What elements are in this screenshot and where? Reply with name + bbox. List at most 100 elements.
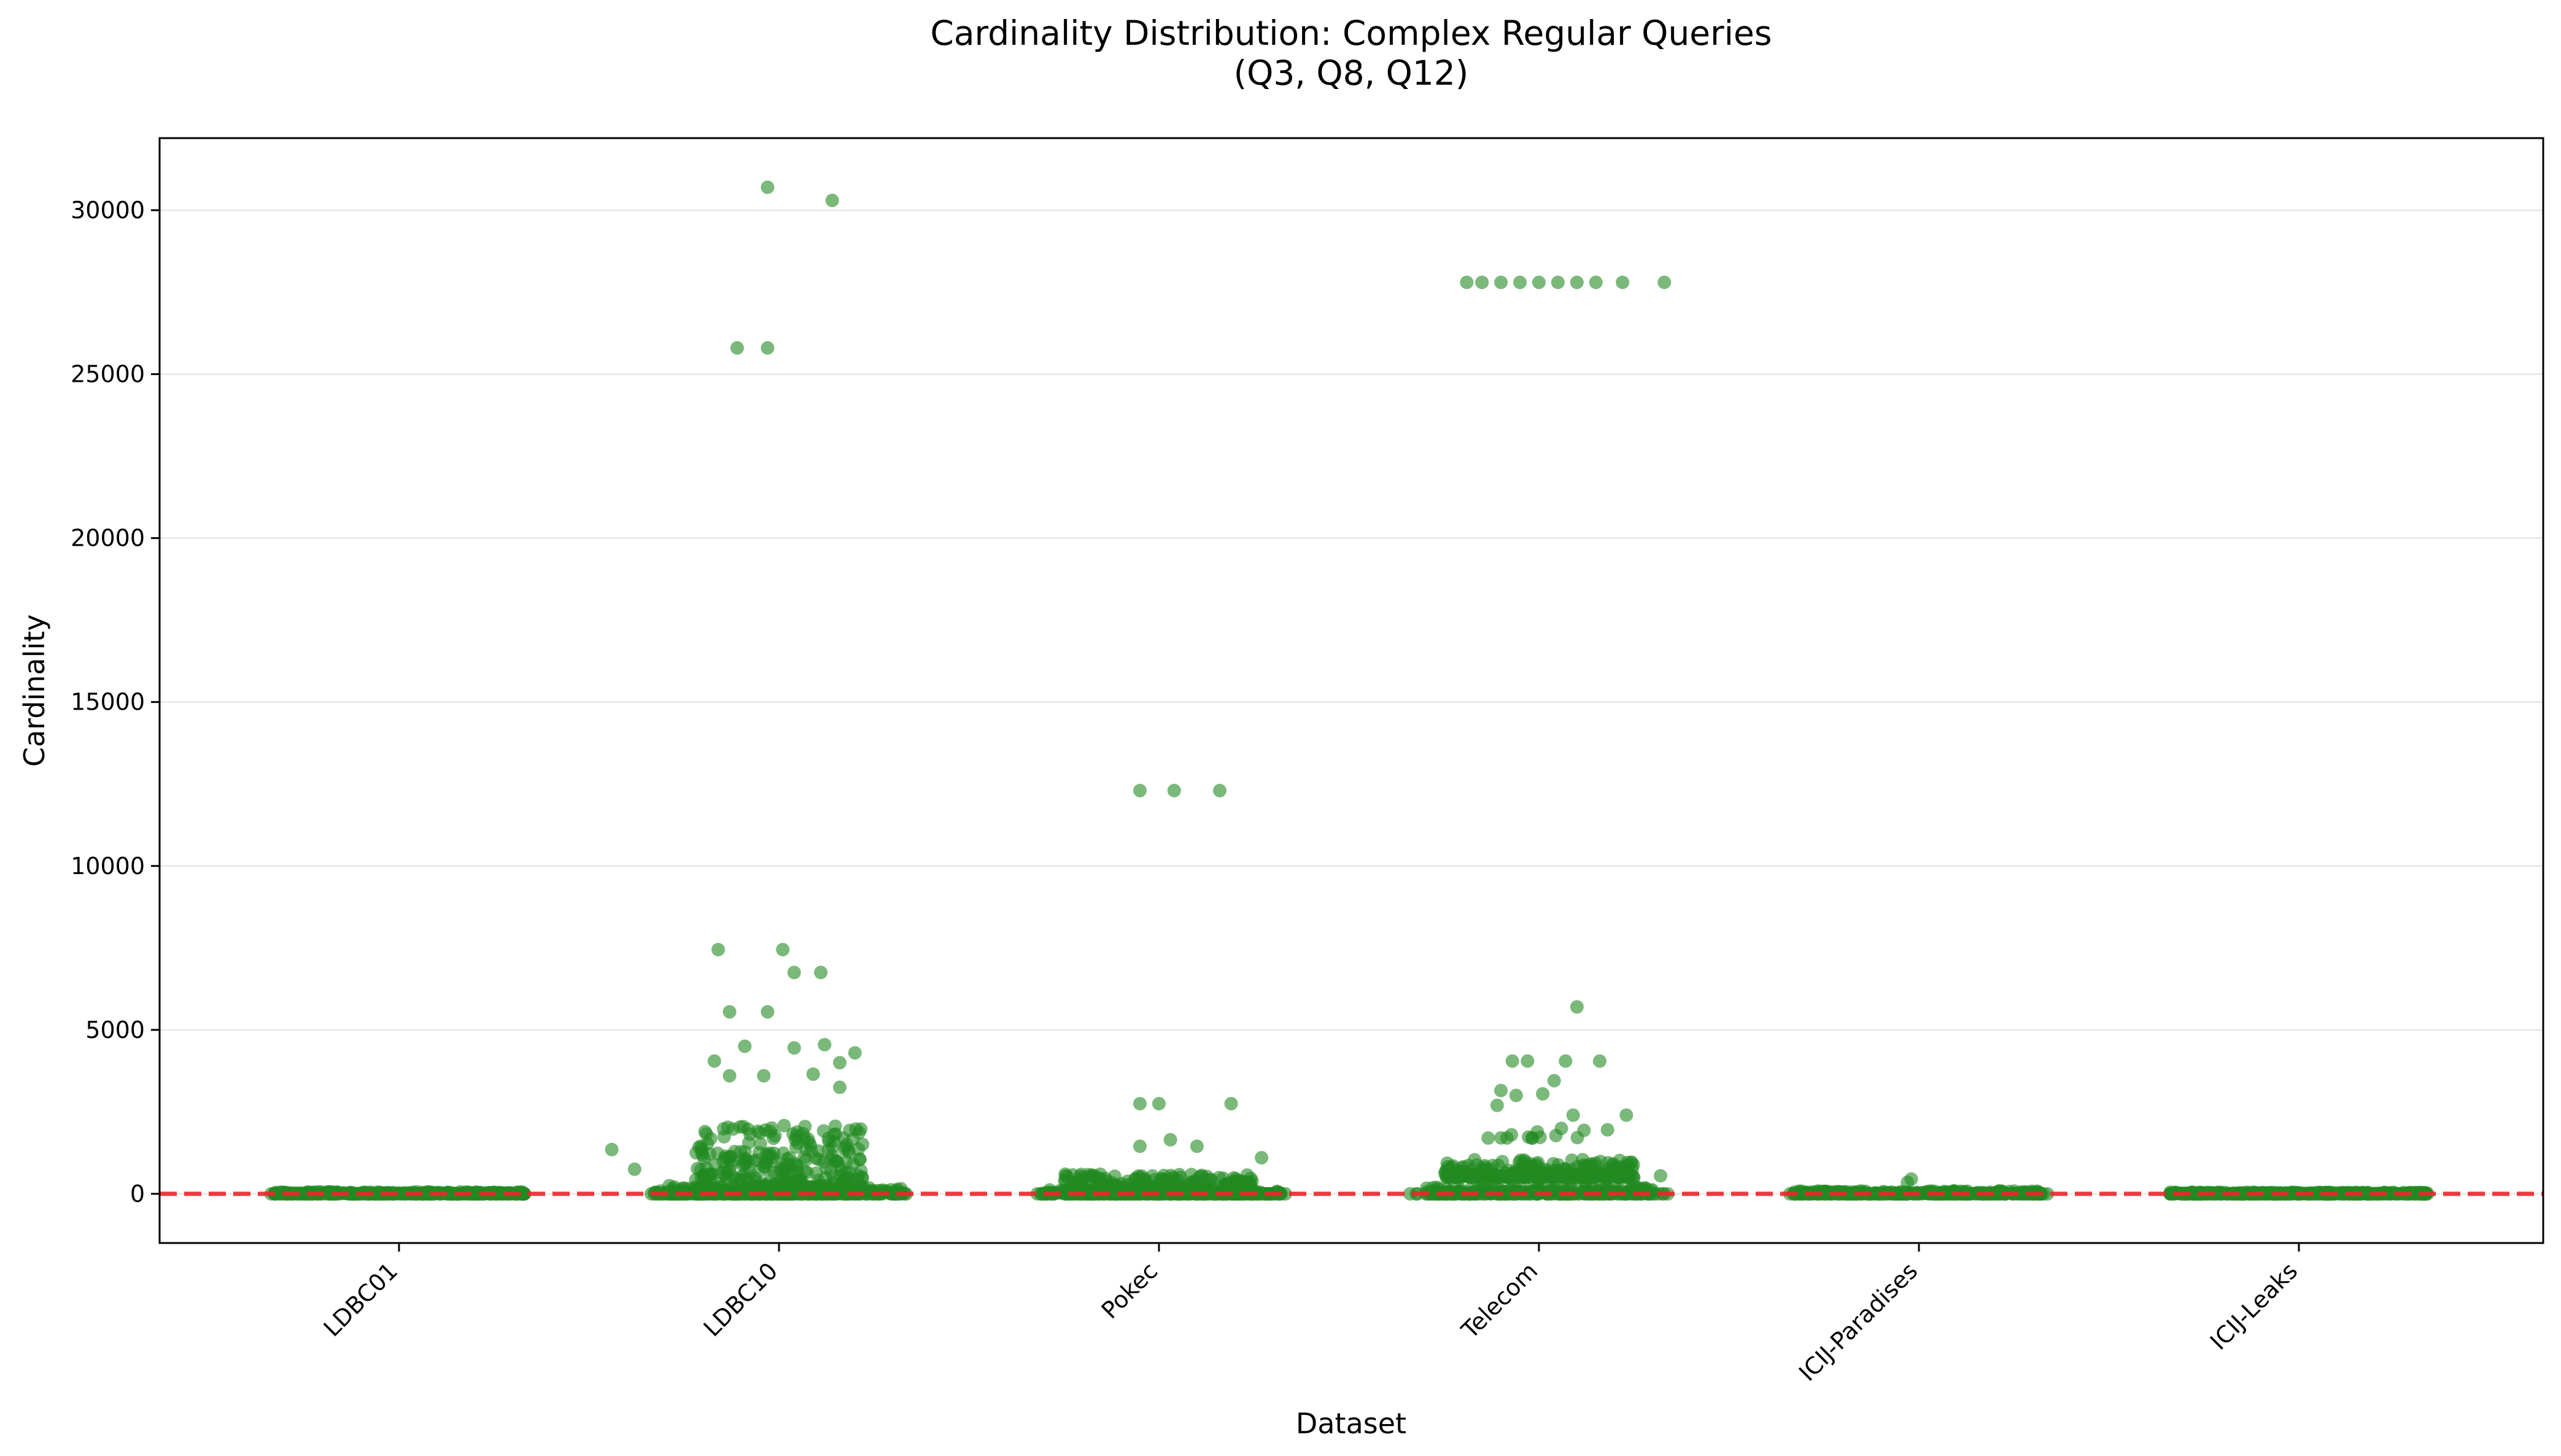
data-point: [1128, 1187, 1142, 1201]
data-point: [347, 1187, 360, 1201]
data-point: [1512, 1155, 1526, 1169]
data-point: [1900, 1175, 1915, 1190]
data-point: [1166, 1171, 1180, 1185]
data-point: [1584, 1158, 1598, 1172]
data-point: [733, 1120, 747, 1134]
data-point: [1601, 1156, 1615, 1170]
data-point: [723, 1005, 737, 1019]
data-point: [787, 966, 801, 980]
x-axis-label: Dataset: [1296, 1407, 1406, 1440]
y-tick-label: 15000: [71, 689, 145, 716]
data-point: [1566, 1108, 1580, 1122]
data-point: [1244, 1171, 1258, 1185]
data-point: [1152, 1187, 1166, 1201]
data-point: [718, 1151, 732, 1165]
data-point: [799, 1142, 813, 1156]
y-tick-label: 30000: [71, 197, 145, 224]
data-point: [734, 1145, 748, 1159]
y-tick-label: 20000: [71, 525, 145, 552]
data-point: [1532, 276, 1546, 289]
data-point: [702, 1168, 716, 1182]
data-point: [799, 1153, 813, 1167]
data-point: [1570, 1000, 1584, 1014]
data-point: [787, 1041, 801, 1055]
chart-subtitle: (Q3, Q8, Q12): [1234, 53, 1469, 93]
data-point: [1498, 1187, 1513, 1201]
data-point: [703, 1147, 716, 1161]
data-point: [796, 1126, 810, 1140]
data-point: [747, 1154, 761, 1168]
data-point: [768, 1129, 782, 1143]
data-point: [1152, 1097, 1166, 1110]
y-tick-label: 25000: [71, 361, 145, 388]
data-point: [1505, 1054, 1519, 1068]
data-point: [2258, 1187, 2272, 1201]
data-point: [2166, 1187, 2180, 1201]
data-point: [1478, 1187, 1492, 1201]
data-point: [806, 1067, 820, 1081]
data-point: [808, 1187, 823, 1201]
data-point: [1163, 1133, 1177, 1147]
data-point: [1403, 1187, 1417, 1201]
data-point: [846, 1157, 860, 1171]
data-point: [1213, 783, 1226, 797]
data-point: [757, 1069, 771, 1083]
data-point: [1595, 1170, 1610, 1184]
data-point: [716, 1122, 730, 1136]
data-point: [783, 1151, 796, 1165]
y-axis-label: Cardinality: [18, 614, 51, 767]
data-point: [1178, 1187, 1192, 1201]
data-point: [1593, 1054, 1606, 1068]
data-point: [825, 193, 839, 207]
data-point: [837, 1187, 851, 1201]
data-point: [1521, 1054, 1535, 1068]
data-point: [1577, 1123, 1591, 1137]
data-point: [1619, 1108, 1633, 1122]
data-point: [707, 1054, 721, 1068]
x-tick-label: LDBC10: [699, 1257, 783, 1342]
data-point: [1098, 1171, 1112, 1185]
data-point: [1519, 1167, 1533, 1181]
data-point: [761, 341, 775, 355]
data-point: [776, 943, 790, 956]
data-point: [723, 1069, 737, 1083]
data-point: [761, 1005, 775, 1019]
data-point: [753, 1137, 767, 1151]
data-point: [1133, 1097, 1147, 1110]
data-point: [1577, 1171, 1591, 1185]
data-point: [1441, 1169, 1455, 1183]
data-point: [774, 1164, 788, 1179]
data-point: [825, 1140, 839, 1155]
data-point: [738, 1039, 752, 1053]
data-point: [1600, 1123, 1614, 1137]
x-tick-label: LDBC01: [319, 1257, 403, 1342]
data-point: [1167, 783, 1181, 797]
x-tick-label: Telecom: [1456, 1257, 1543, 1344]
data-point: [730, 341, 744, 355]
data-point: [627, 1162, 641, 1176]
data-point: [816, 1124, 831, 1138]
data-point: [1133, 783, 1147, 797]
data-point: [268, 1187, 282, 1201]
y-grid: [160, 209, 2543, 1195]
data-point: [800, 1166, 815, 1180]
data-point: [2036, 1187, 2050, 1201]
data-point: [757, 1159, 771, 1173]
data-point: [398, 1187, 412, 1201]
data-point: [1559, 1054, 1573, 1068]
data-point: [1030, 1187, 1044, 1201]
data-point: [1616, 276, 1630, 289]
data-point: [1551, 276, 1565, 289]
data-point: [1255, 1151, 1269, 1165]
data-point: [1549, 1128, 1563, 1142]
data-point: [832, 1159, 847, 1173]
data-point: [517, 1187, 532, 1201]
data-point: [1509, 1088, 1523, 1102]
data-point: [1494, 276, 1508, 289]
data-points: [264, 180, 2435, 1201]
data-point: [667, 1187, 681, 1201]
data-point: [1654, 1169, 1668, 1183]
data-point: [1481, 1131, 1495, 1145]
data-point: [2190, 1187, 2204, 1201]
